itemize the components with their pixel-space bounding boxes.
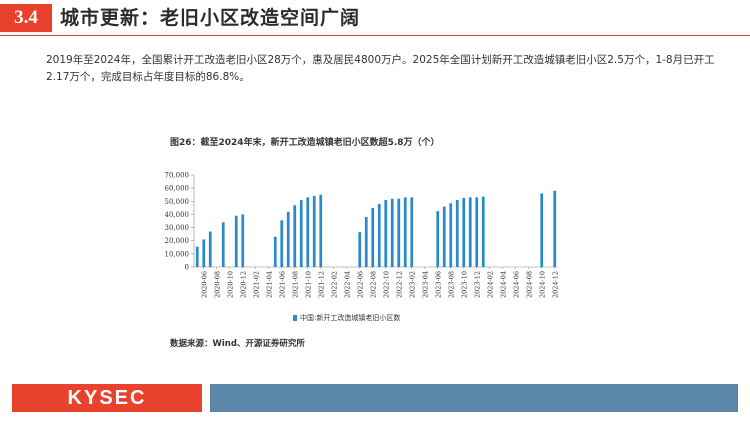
x-tick-label: 2020-08 [213, 271, 221, 298]
section-title: 城市更新：老旧小区改造空间广阔 [60, 7, 361, 29]
x-tick-label: 2022-02 [330, 271, 338, 298]
bar [195, 246, 199, 267]
bar [273, 236, 277, 267]
x-tick-label: 2023-04 [421, 271, 429, 298]
x-tick-label: 2021-02 [252, 271, 260, 298]
bar [553, 190, 557, 267]
bar [371, 207, 375, 267]
x-tick-label: 2023-12 [473, 271, 481, 298]
bar [299, 199, 303, 267]
x-tick-label: 2023-02 [408, 271, 416, 298]
bar [403, 197, 407, 267]
x-tick-label: 2024-02 [486, 271, 494, 298]
bar [449, 203, 453, 267]
x-tick-label: 2020-10 [226, 271, 234, 298]
x-tick-label: 2024-06 [512, 271, 520, 298]
x-tick-label: 2021-12 [317, 271, 325, 298]
bar [280, 220, 284, 267]
bar [390, 198, 394, 267]
footer-bar [210, 384, 738, 412]
legend-swatch [293, 315, 297, 321]
header-divider [0, 35, 750, 36]
x-tick-label: 2022-06 [356, 271, 364, 298]
section-header: 3.4 城市更新：老旧小区改造空间广阔 [0, 0, 750, 36]
y-tick-label: 50,000 [165, 198, 190, 206]
x-tick-label: 2021-04 [265, 271, 273, 298]
figure-source: 数据来源：Wind、开源证券研究所 [170, 339, 305, 349]
bar [358, 232, 362, 267]
x-tick-label: 2024-08 [525, 271, 533, 298]
bar [241, 214, 245, 267]
y-tick-label: 40,000 [165, 211, 190, 219]
y-tick-label: 70,000 [165, 172, 190, 180]
x-tick-label: 2022-08 [369, 271, 377, 298]
bar [436, 211, 440, 267]
kysec-logo: KYSEC [12, 384, 202, 412]
bar [319, 194, 323, 267]
bar [481, 196, 485, 267]
intro-paragraph: 2019年至2024年，全国累计开工改造老旧小区28万个，惠及居民4800万户。… [46, 54, 715, 83]
bar [312, 196, 316, 267]
footer: KYSEC [0, 384, 750, 414]
y-tick-label: 20,000 [165, 237, 190, 245]
bar [221, 222, 225, 267]
legend-label: 中国:新开工改造城镇老旧小区数 [300, 313, 400, 322]
bar [364, 217, 368, 267]
x-tick-label: 2021-06 [278, 271, 286, 298]
y-tick-label: 0 [185, 264, 189, 272]
bar-chart: 0 10,000 20,000 30,000 40,000 50,000 60,000 70,… [165, 172, 560, 323]
x-tick-label: 2023-08 [447, 271, 455, 298]
bar [455, 199, 459, 267]
y-tick-label: 60,000 [165, 185, 190, 193]
bar [202, 239, 206, 267]
bar [384, 199, 388, 267]
x-tick-label: 2022-12 [395, 271, 403, 298]
y-tick-label: 10,000 [165, 250, 190, 258]
bar [540, 193, 544, 267]
bar [475, 197, 479, 267]
x-tick-label: 2023-10 [460, 271, 468, 298]
bar [462, 198, 466, 267]
bar [410, 197, 414, 267]
x-tick-label: 2024-10 [538, 271, 546, 298]
figure-title: 图26：截至2024年末，新开工改造城镇老旧小区数超5.8万（个） [170, 138, 440, 148]
x-tick-label: 2021-08 [291, 271, 299, 298]
bar [234, 215, 238, 267]
bar [208, 231, 212, 267]
x-tick-label: 2020-06 [200, 271, 208, 298]
bar [293, 205, 297, 267]
x-tick-label: 2023-06 [434, 271, 442, 298]
bar [442, 206, 446, 267]
bar [377, 203, 381, 267]
x-tick-label: 2022-10 [382, 271, 390, 298]
x-tick-label: 2020-12 [239, 271, 247, 298]
x-tick-label: 2022-04 [343, 271, 351, 298]
y-tick-label: 30,000 [165, 224, 190, 232]
bar [286, 211, 290, 267]
x-tick-label: 2024-12 [551, 271, 559, 298]
x-tick-label: 2024-04 [499, 271, 507, 298]
bar [468, 197, 472, 267]
bar [397, 198, 401, 267]
bar [306, 197, 310, 267]
x-tick-label: 2021-10 [304, 271, 312, 298]
section-number-badge: 3.4 [0, 4, 52, 32]
